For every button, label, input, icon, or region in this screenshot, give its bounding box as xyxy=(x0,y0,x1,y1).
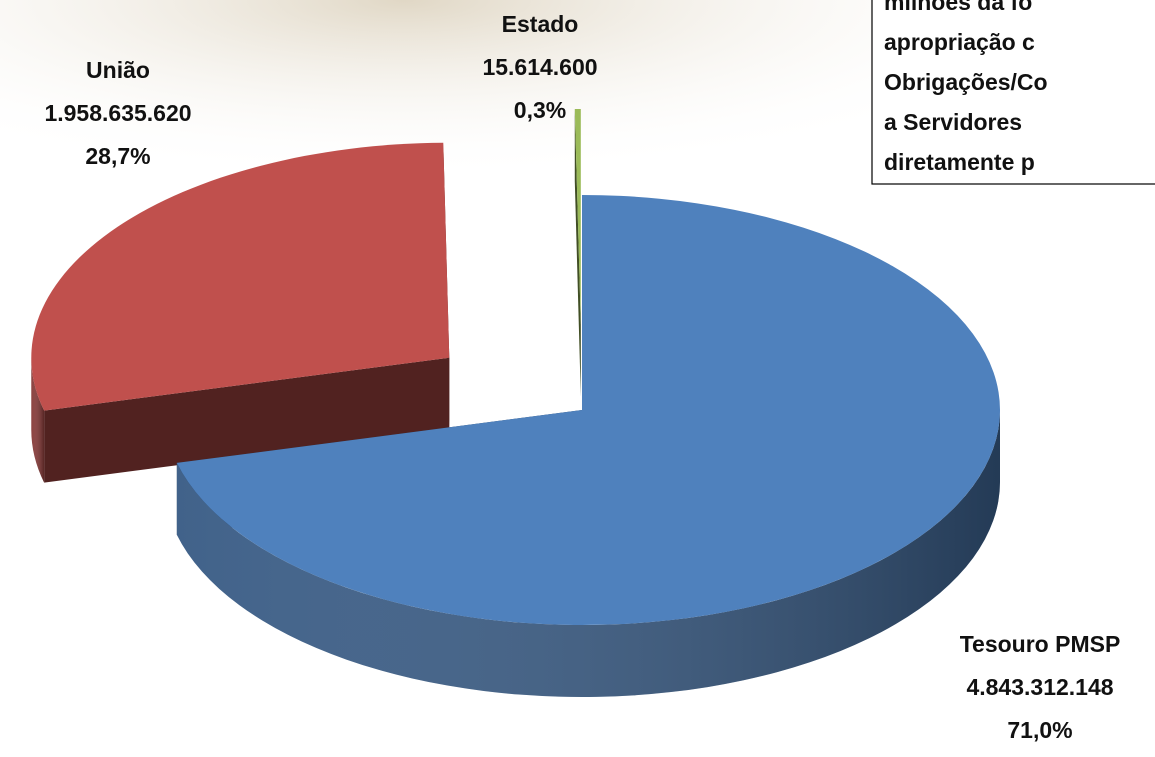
slice xyxy=(31,142,450,483)
annotation-line: Obrigações/Co xyxy=(884,69,1048,95)
slice-label: Tesouro PMSP xyxy=(960,631,1121,657)
slice xyxy=(176,195,1000,698)
slice-side-shade xyxy=(31,357,45,483)
slice-top xyxy=(31,142,450,411)
percentage-label: 71,0% xyxy=(1007,717,1072,743)
percentage-label: 28,7% xyxy=(85,143,150,169)
slice-label: União xyxy=(86,57,150,83)
annotation: milhões da fo apropriação c Obrigações/Co a… xyxy=(884,0,1048,175)
slice-wall xyxy=(574,109,581,397)
value-label: 1.958.635.620 xyxy=(44,100,191,126)
annotation-line: milhões da fo xyxy=(884,0,1032,15)
annotation-line: diretamente p xyxy=(884,149,1035,175)
slice-top xyxy=(176,195,1000,625)
slice-top xyxy=(574,109,581,325)
percentage-label: 0,3% xyxy=(514,97,566,123)
annotation-line: apropriação c xyxy=(884,29,1035,55)
slice-wall xyxy=(44,357,450,483)
annotation-line: a Servidores xyxy=(884,109,1022,135)
slice-side-shade xyxy=(176,410,1000,698)
value-label: 15.614.600 xyxy=(482,54,597,80)
pie xyxy=(31,109,1000,698)
slice xyxy=(574,109,581,397)
slice-label: Estado xyxy=(502,11,579,37)
annotation-box xyxy=(871,0,1155,185)
value-label: 4.843.312.148 xyxy=(966,674,1113,700)
